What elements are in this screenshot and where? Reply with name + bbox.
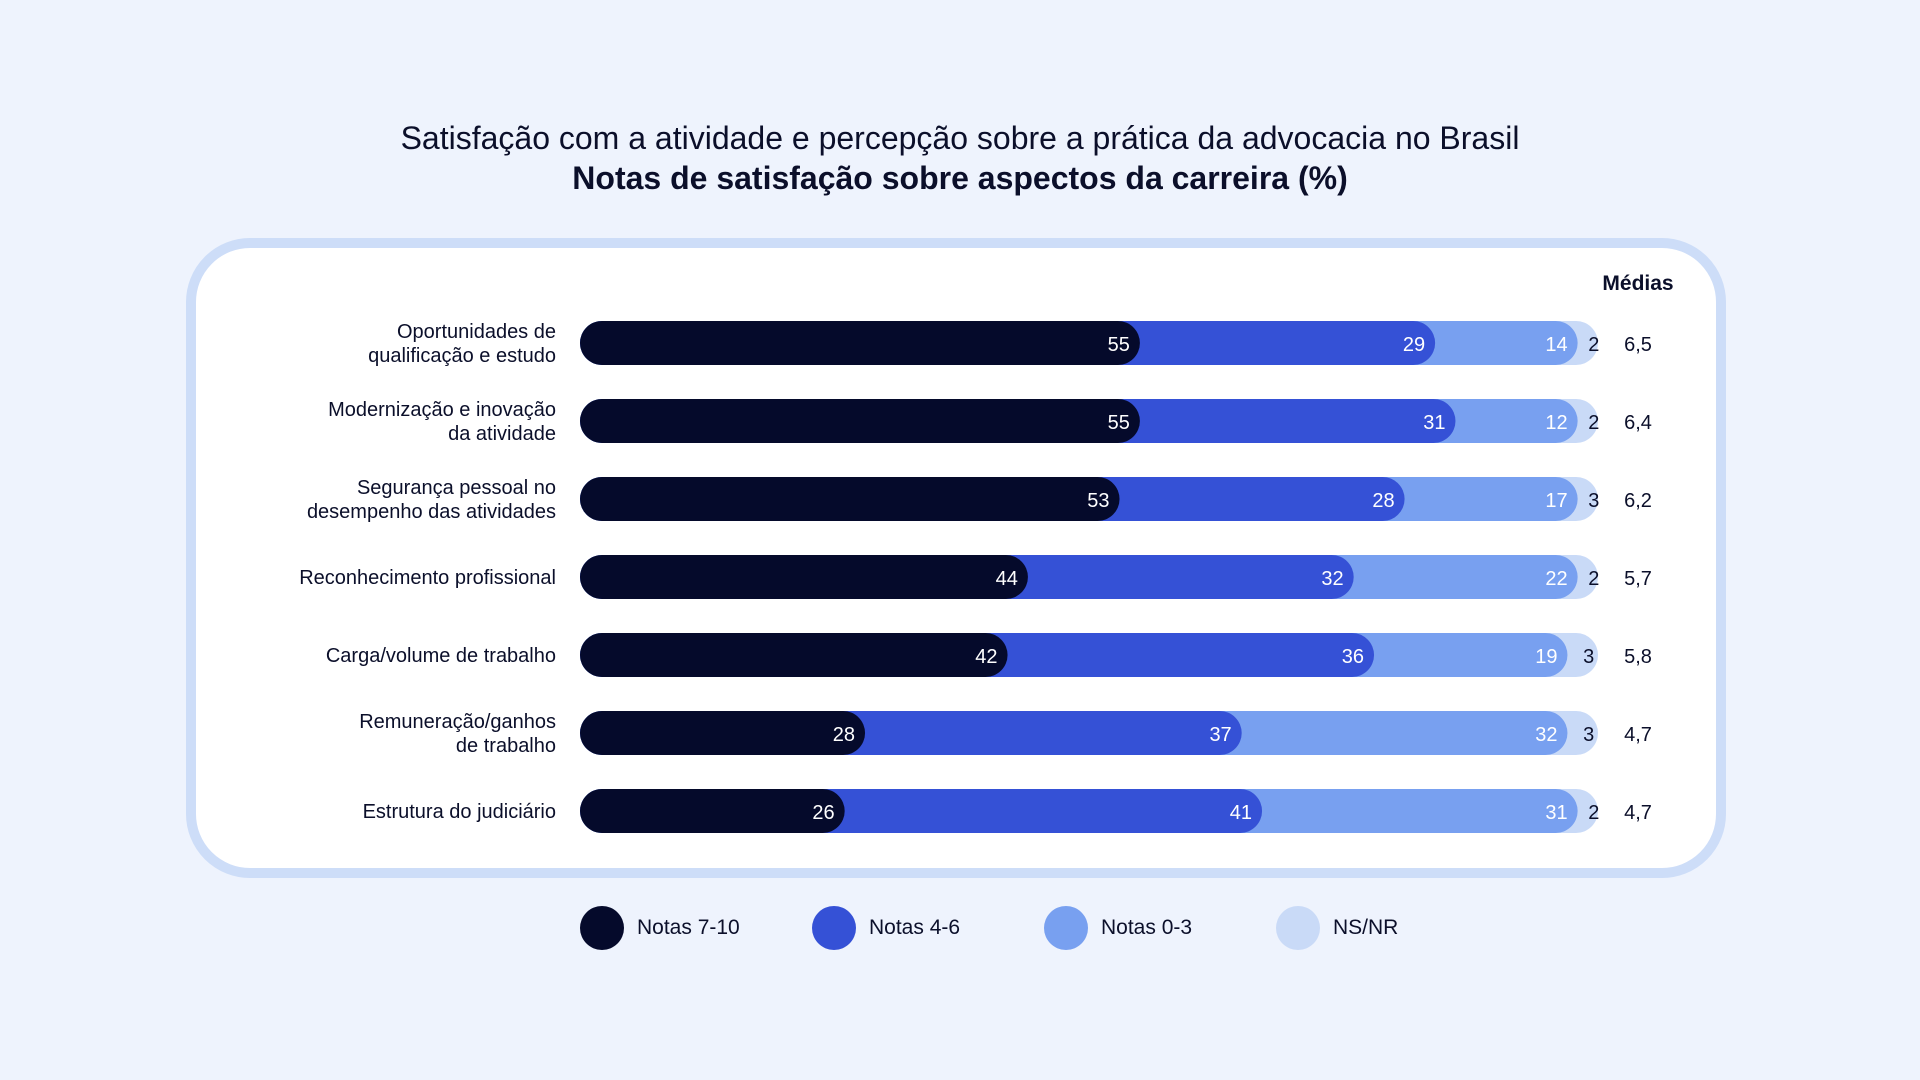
data-label-ns-nr: 2 [1588,334,1599,356]
average-value: 6,2 [1624,490,1652,512]
bar-notas-7-10 [580,789,845,833]
legend-item-ns-nr: NS/NR [1276,906,1398,950]
category-label: desempenho das atividades [307,501,556,523]
data-label-ns-nr: 3 [1588,490,1599,512]
bar-notas-7-10 [580,711,866,755]
bar-row [580,711,1598,755]
bar-row [580,555,1598,599]
chart-subtitle: Notas de satisfação sobre aspectos da ca… [572,160,1348,196]
data-label-notas-4-6: 36 [1342,646,1364,668]
category-label: Modernização e inovação [328,399,556,421]
bar-notas-7-10 [580,633,1008,677]
data-label-notas-4-6: 31 [1423,412,1445,434]
legend-swatch-notas-0-3 [1044,906,1088,950]
legend-swatch-ns-nr [1276,906,1320,950]
bar-row [580,477,1598,521]
title-block: Satisfação com a atividade e percepção s… [0,118,1920,198]
legend-label-notas-7-10: Notas 7-10 [637,916,740,939]
data-label-notas-0-3: 31 [1545,802,1567,824]
category-label: Remuneração/ganhos [359,711,556,733]
legend-item-notas-4-6: Notas 4-6 [812,906,960,950]
legend-label-notas-4-6: Notas 4-6 [869,916,961,939]
average-value: 4,7 [1624,802,1652,824]
average-value: 5,7 [1624,568,1652,590]
legend-item-notas-7-10: Notas 7-10 [580,906,740,950]
average-value: 6,5 [1624,334,1652,356]
data-label-ns-nr: 3 [1583,646,1594,668]
legend-label-ns-nr: NS/NR [1333,916,1399,939]
averages-header: Médias [1602,272,1673,295]
data-label-notas-7-10: 28 [833,724,855,746]
data-label-notas-4-6: 37 [1209,724,1231,746]
category-label: Reconhecimento profissional [299,567,556,589]
category-label: Carga/volume de trabalho [326,645,556,667]
bar-notas-7-10 [580,321,1140,365]
data-label-notas-7-10: 42 [975,646,997,668]
category-label: da atividade [448,423,556,445]
data-label-ns-nr: 2 [1588,412,1599,434]
bar-row [580,399,1598,443]
legend-swatch-notas-7-10 [580,906,624,950]
average-value: 5,8 [1624,646,1652,668]
data-label-notas-0-3: 19 [1535,646,1557,668]
average-value: 6,4 [1624,412,1652,434]
category-label: Estrutura do judiciário [363,801,556,823]
legend-swatch-notas-4-6 [812,906,856,950]
data-label-ns-nr: 2 [1588,802,1599,824]
bar-notas-7-10 [580,477,1120,521]
data-label-notas-0-3: 12 [1545,412,1567,434]
bar-notas-7-10 [580,399,1140,443]
data-label-notas-0-3: 14 [1545,334,1567,356]
legend-label-notas-0-3: Notas 0-3 [1101,916,1193,939]
chart-title: Satisfação com a atividade e percepção s… [400,120,1520,156]
bar-notas-7-10 [580,555,1028,599]
data-label-ns-nr: 3 [1583,724,1594,746]
category-label: Segurança pessoal no [357,477,556,499]
data-label-ns-nr: 2 [1588,568,1599,590]
data-label-notas-7-10: 55 [1108,412,1130,434]
data-label-notas-0-3: 22 [1545,568,1567,590]
category-label: de trabalho [456,735,556,757]
category-label: Oportunidades de [397,321,556,343]
legend-item-notas-0-3: Notas 0-3 [1044,906,1192,950]
bar-row [580,789,1598,833]
data-label-notas-0-3: 32 [1535,724,1557,746]
data-label-notas-4-6: 32 [1321,568,1343,590]
data-label-notas-4-6: 29 [1403,334,1425,356]
data-label-notas-7-10: 53 [1087,490,1109,512]
data-label-notas-7-10: 26 [812,802,834,824]
data-label-notas-7-10: 44 [996,568,1018,590]
data-label-notas-4-6: 28 [1372,490,1394,512]
data-label-notas-4-6: 41 [1230,802,1252,824]
data-label-notas-7-10: 55 [1108,334,1130,356]
data-label-notas-0-3: 17 [1545,490,1567,512]
average-value: 4,7 [1624,724,1652,746]
bar-row [580,633,1598,677]
category-label: qualificação e estudo [368,345,556,367]
bar-row [580,321,1598,365]
